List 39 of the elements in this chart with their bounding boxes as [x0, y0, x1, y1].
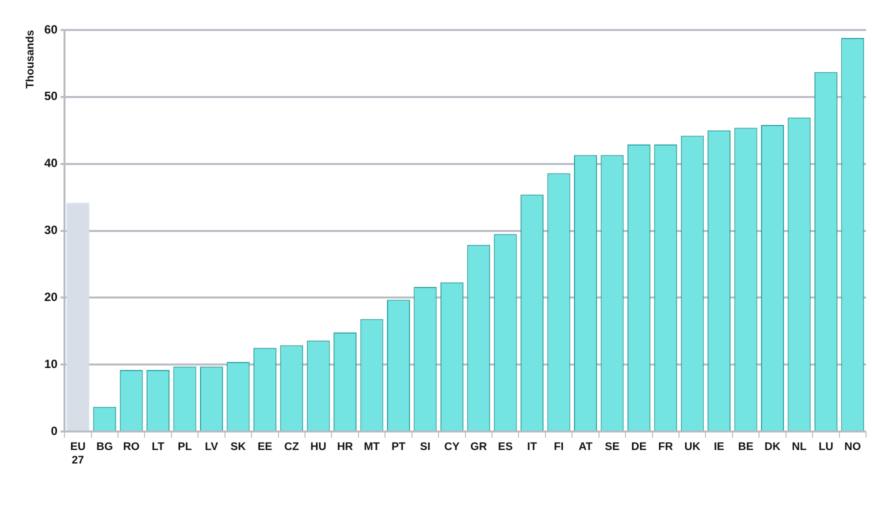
x-tick-label: CY	[444, 441, 460, 454]
y-tick-label: 40	[44, 156, 58, 170]
x-tick-label: BG	[96, 441, 113, 454]
x-tick-label: NL	[792, 441, 807, 454]
x-tick-label: DE	[631, 441, 647, 454]
x-tick-label: NO	[844, 441, 862, 454]
x-tick-label: IT	[527, 441, 538, 454]
bar	[66, 202, 90, 431]
x-tick-label: AT	[578, 441, 593, 454]
x-tick-label: FR	[658, 441, 674, 454]
y-tick-label: 50	[44, 89, 58, 104]
x-tick-label: PT	[391, 441, 406, 454]
x-tick-label: PL	[178, 441, 192, 454]
y-tick-label: 0	[50, 424, 58, 438]
x-tick-label: BE	[738, 441, 754, 454]
x-tick-label: ES	[498, 441, 513, 454]
y-axis-title: Thousands	[24, 30, 37, 89]
x-tick-label: IE	[714, 441, 724, 454]
y-tick-label: 20	[44, 290, 58, 304]
x-tick-label: RO	[123, 441, 140, 454]
x-tick-label: SK	[230, 441, 246, 454]
x-tick-label: FI	[554, 441, 564, 454]
x-tick-label: UK	[684, 441, 700, 454]
y-tick-label: 60	[44, 22, 58, 36]
x-tick-label: MT	[364, 441, 380, 454]
x-tick-label: EU 27	[70, 441, 86, 466]
x-tick-label: HU	[310, 441, 326, 454]
x-tick-label: GR	[470, 441, 487, 454]
x-tick-label: CZ	[284, 441, 300, 454]
x-tick-label: LT	[152, 441, 165, 454]
y-tick-label: 30	[44, 223, 58, 238]
x-tick-label: HR	[337, 441, 354, 454]
x-tick-label: DK	[764, 441, 780, 454]
x-tick-label: LV	[204, 441, 219, 454]
y-tick-label: 10	[44, 356, 58, 371]
x-tick-label: EE	[258, 441, 272, 454]
x-tick-label: SI	[420, 441, 430, 454]
x-tick-label: SE	[604, 441, 620, 454]
x-tick-label: LU	[818, 441, 834, 454]
